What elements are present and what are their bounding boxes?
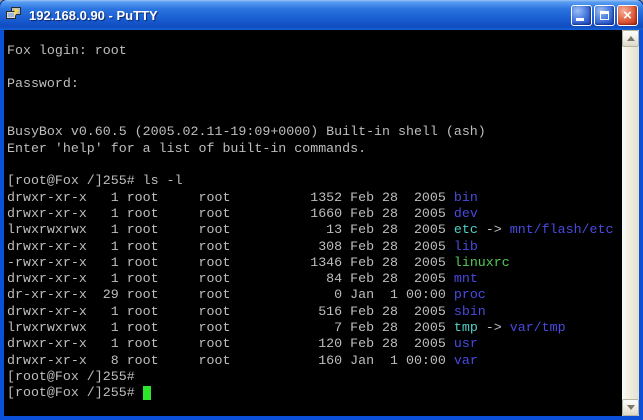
scrollbar-up-button[interactable] [622,30,639,47]
terminal-line: Password: [7,76,622,92]
close-button[interactable]: × [617,4,638,26]
terminal-line: drwxr-xr-x 1 root root 516 Feb 28 2005 s… [7,304,622,320]
terminal-text: [root@Fox /]255# [7,385,143,401]
file-entry-name: bin [453,189,478,205]
terminal-line: drwxr-xr-x 1 root root 84 Feb 28 2005 mn… [7,271,622,287]
scrollbar-down-button[interactable] [622,399,639,416]
terminal-line: [root@Fox /]255# [7,385,622,401]
terminal-text: -> [477,320,510,336]
close-icon: × [623,6,632,24]
scrollbar [622,30,639,416]
terminal-text: Enter 'help' for a list of built-in comm… [7,140,367,156]
terminal-text: lrwxrwxrwx 1 root root 7 Feb 28 2005 [7,320,454,336]
terminal-screen[interactable]: Fox login: root Password: BusyBox v0.60.5 … [4,30,622,416]
terminal-line: drwxr-xr-x 1 root root 1352 Feb 28 2005 … [7,190,622,206]
terminal-text: Fox login: root [7,43,127,58]
terminal-line: drwxr-xr-x 1 root root 308 Feb 28 2005 l… [7,239,622,255]
chevron-down-icon [626,405,635,410]
minimize-button[interactable] [571,4,592,26]
terminal-line: Enter 'help' for a list of built-in comm… [7,141,622,157]
terminal-line [7,92,622,108]
terminal-text: -> [477,222,510,238]
titlebar[interactable]: 192.168.0.90 - PuTTY × [0,0,643,30]
lightning-icon [12,8,19,17]
terminal-text: drwxr-xr-x 1 root root 308 Feb 28 2005 [7,238,454,254]
scrollbar-track[interactable] [622,47,639,399]
terminal-line [7,157,622,173]
terminal-line: Fox login: root [7,43,622,59]
terminal-line: lrwxrwxrwx 1 root root 13 Feb 28 2005 et… [7,222,622,238]
file-entry-name: proc [453,287,486,303]
chevron-up-icon [626,36,635,41]
file-entry-name: lib [453,238,478,254]
terminal-text: drwxr-xr-x 1 root root 516 Feb 28 2005 [7,303,454,319]
terminal-text: drwxr-xr-x 1 root root 1660 Feb 28 2005 [7,205,454,221]
maximize-button[interactable] [594,4,615,26]
file-entry-name: sbin [453,303,486,319]
terminal-text: -rwxr-xr-x 1 root root 1346 Feb 28 2005 [7,254,454,270]
file-entry-name: linuxrc [453,254,510,270]
file-entry-name: etc [453,222,478,238]
terminal-text: lrwxrwxrwx 1 root root 13 Feb 28 2005 [7,222,454,238]
terminal-text: Password: [7,75,79,91]
terminal-line: BusyBox v0.60.5 (2005.02.11-19:09+0000) … [7,124,622,140]
file-entry-name: mnt [453,271,478,287]
file-entry-name: var [453,352,478,368]
window-controls: × [571,4,638,26]
maximize-icon [600,10,609,20]
terminal-text: [root@Fox /]255# [7,368,135,384]
terminal-text: drwxr-xr-x 1 root root 120 Feb 28 2005 [7,336,454,352]
window-title: 192.168.0.90 - PuTTY [29,7,158,23]
window-content: Fox login: root Password: BusyBox v0.60.5 … [4,30,639,416]
terminal-text: dr-xr-xr-x 29 root root 0 Jan 1 00:00 [7,287,454,303]
terminal-line: drwxr-xr-x 1 root root 1660 Feb 28 2005 … [7,206,622,222]
terminal-text: drwxr-xr-x 8 root root 160 Jan 1 00:00 [7,352,454,368]
terminal-text: [root@Fox /]255# ls -l [7,173,183,189]
file-entry-name: var/tmp [509,320,566,336]
terminal-line: drwxr-xr-x 1 root root 120 Feb 28 2005 u… [7,336,622,352]
terminal-line: drwxr-xr-x 8 root root 160 Jan 1 00:00 v… [7,353,622,369]
terminal-line [7,108,622,124]
terminal-line: -rwxr-xr-x 1 root root 1346 Feb 28 2005 … [7,255,622,271]
terminal-line [7,59,622,75]
terminal-text: drwxr-xr-x 1 root root 84 Feb 28 2005 [7,271,454,287]
terminal-line: [root@Fox /]255# [7,369,622,385]
terminal-line: dr-xr-xr-x 29 root root 0 Jan 1 00:00 pr… [7,287,622,303]
terminal-line: [root@Fox /]255# ls -l [7,173,622,189]
file-entry-name: tmp [453,320,478,336]
terminal-text: BusyBox v0.60.5 (2005.02.11-19:09+0000) … [7,124,486,140]
file-entry-name: dev [453,205,478,221]
terminal-text: drwxr-xr-x 1 root root 1352 Feb 28 2005 [7,189,454,205]
minimize-icon [576,17,584,21]
putty-app-icon[interactable] [6,7,24,23]
terminal-cursor [142,386,151,401]
terminal-line: lrwxrwxrwx 1 root root 7 Feb 28 2005 tmp… [7,320,622,336]
file-entry-name: mnt/flash/etc [509,222,614,238]
computer-icon [6,11,16,19]
file-entry-name: usr [453,336,478,352]
